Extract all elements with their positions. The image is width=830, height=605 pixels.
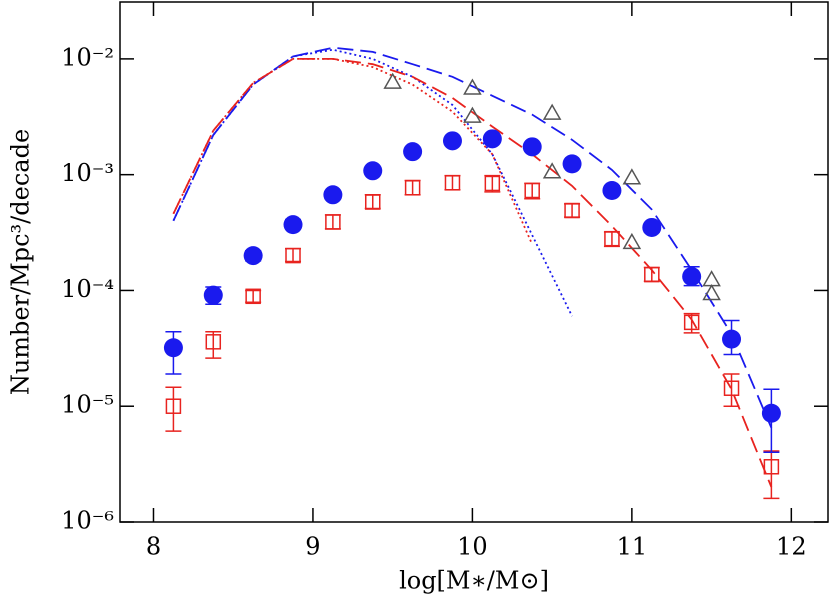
data-point	[722, 329, 742, 349]
model-line	[172, 46, 773, 429]
model-line	[172, 57, 534, 245]
data-point	[642, 217, 662, 237]
y-axis-label: Number/Mpc³/decade	[7, 129, 35, 395]
x-tick-label: 11	[617, 533, 648, 561]
error-bar	[285, 247, 302, 263]
x-tick-label: 12	[776, 533, 807, 561]
error-bar	[763, 450, 780, 500]
data-point	[163, 338, 183, 358]
data-point	[383, 72, 402, 89]
data-point	[522, 137, 542, 157]
error-bar	[364, 194, 381, 210]
data-point	[644, 266, 660, 283]
error-bar	[524, 182, 541, 200]
error-bar	[723, 373, 740, 407]
error-bar	[404, 179, 421, 196]
error-bar	[564, 203, 581, 218]
data-point	[444, 175, 461, 191]
plot-frame	[119, 1, 829, 523]
y-tick-label: 10⁻²	[61, 43, 114, 71]
data-point	[622, 168, 642, 185]
data-point	[245, 288, 261, 305]
data-point	[442, 131, 462, 151]
data-point	[404, 180, 421, 196]
y-tick-label: 10⁻⁵	[61, 391, 114, 419]
data-point	[165, 398, 182, 414]
data-point	[602, 180, 622, 200]
data-point	[723, 380, 740, 396]
data-point	[463, 78, 482, 95]
data-point	[682, 266, 702, 286]
data-point	[564, 202, 580, 219]
error-bar	[484, 174, 501, 193]
data-point	[283, 215, 303, 235]
data-point	[763, 459, 780, 475]
data-point	[285, 247, 301, 264]
data-point	[364, 194, 381, 210]
y-tick-label: 10⁻³	[61, 159, 114, 187]
data-point	[562, 154, 582, 174]
data-point	[683, 314, 700, 331]
data-point	[604, 230, 620, 247]
error-bar	[324, 214, 341, 230]
data-point	[542, 103, 562, 120]
data-point	[363, 161, 383, 181]
data-point	[325, 214, 341, 230]
data-point	[203, 285, 223, 305]
data-point	[761, 403, 781, 423]
y-tick-label: 10⁻⁴	[61, 275, 114, 303]
x-tick-label: 10	[457, 533, 488, 561]
data-point	[403, 142, 423, 162]
x-tick-label: 9	[305, 533, 320, 561]
error-bar	[643, 266, 660, 283]
error-bar	[245, 289, 262, 304]
data-point	[482, 129, 502, 149]
data-point	[702, 284, 721, 301]
data-point	[463, 106, 482, 123]
x-axis-label: log[M∗/M⊙]	[399, 567, 549, 595]
data-point	[484, 175, 501, 192]
model-line	[172, 48, 573, 317]
y-tick-label: 10⁻⁶	[61, 507, 114, 535]
data-point	[622, 232, 642, 250]
data-point	[323, 185, 343, 205]
error-bar	[165, 386, 182, 432]
x-tick-label: 8	[146, 533, 161, 561]
data-point	[524, 182, 540, 199]
error-bar	[603, 231, 620, 248]
data-point	[205, 334, 222, 350]
model-line	[172, 57, 773, 488]
data-point	[702, 270, 721, 287]
data-point	[542, 162, 562, 179]
error-bar	[205, 330, 222, 359]
data-point	[243, 246, 263, 266]
error-bar	[444, 174, 461, 191]
